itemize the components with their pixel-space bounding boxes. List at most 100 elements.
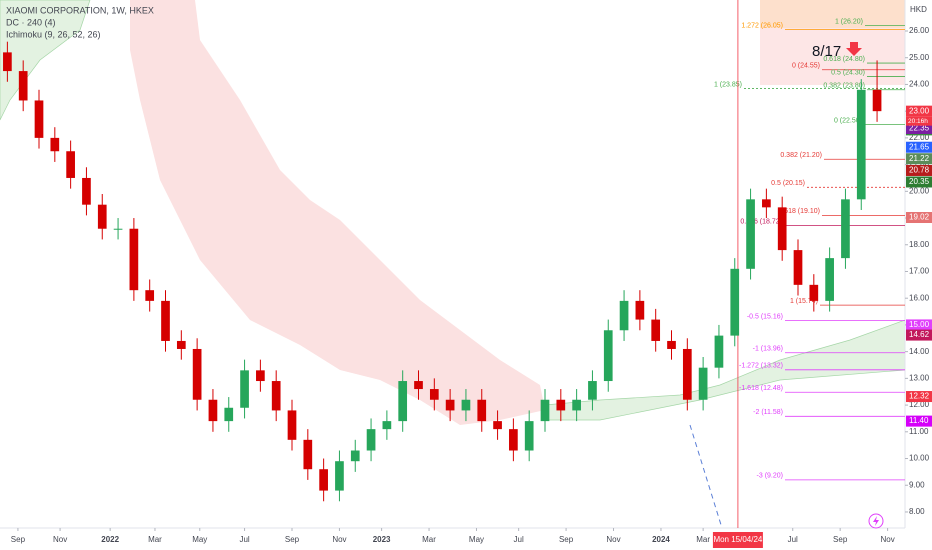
cursor-badge [712,532,763,548]
fib-label: 0 (24.55) [792,63,820,70]
flash-icon [873,516,879,526]
flash-icon [868,513,884,529]
y-tick-label: 20.00 [909,186,930,195]
x-tick-label: 2023 [373,535,391,544]
candle-body [509,429,518,451]
price-badge [906,212,932,224]
price-badge [906,153,932,165]
candle-body [793,250,803,285]
price-badge-label: 20.78 [909,166,930,175]
y-tick-label: 8.00 [909,507,925,516]
candle-body [762,199,771,208]
fib-label: -1.272 (13.32) [739,363,783,370]
title: XIAOMI CORPORATION, 1W, HKEX [6,5,154,15]
candle-body [161,300,170,341]
price-badge-label: 19.02 [909,213,930,222]
candle-body [429,389,439,400]
fib-label: 1 (23.85) [714,81,742,88]
candle-body [192,348,202,400]
x-tick-label: Nov [606,535,620,544]
y-tick-label: 22.00 [909,133,930,142]
y-tick-label: 11.00 [909,427,929,436]
candle-body [872,89,882,112]
arrow-icon [846,42,862,56]
fib-label: 0.618 (24.80) [823,56,865,63]
candle-body [82,177,91,205]
price-badge-label: 21.22 [909,154,930,163]
fib-label: 0.382 (21.20) [780,152,822,159]
candle-body [335,461,344,491]
candle-body [414,381,423,390]
candle-body [588,381,597,400]
candle-body [113,228,123,230]
price-badge [906,415,932,427]
x-tick-label: Nov [880,535,894,544]
y-tick-label: 14.00 [909,347,930,356]
price-badge-label: 14.62 [909,330,930,339]
candle-body [746,199,755,269]
fib-label: 1.272 (26.05) [741,23,783,30]
candle-body [303,439,313,470]
price-badge-label: 12.32 [909,392,930,401]
candle-body [856,89,866,200]
price-badge-label: 23.00 [909,106,930,115]
price-badge-label: 15.00 [909,320,930,329]
candle-body [556,399,566,411]
candle-body [540,399,550,422]
candle-body [714,335,724,368]
candle-body [34,100,44,138]
candle-body [350,450,360,462]
candle-body [256,370,265,382]
y-tick-label: 9.00 [909,480,925,489]
x-tick-label: Sep [11,535,26,544]
fib-label: 0.5 (20.15) [771,180,805,187]
price-badge-label: 11.40 [909,416,929,425]
candle-body [777,207,787,251]
candle-body [398,381,408,422]
price-badge [906,176,932,188]
currency: HKD [910,5,927,14]
y-tick-label: 26.00 [909,26,930,35]
candle-body [493,421,502,430]
candle-body [224,407,234,422]
candle-body [240,370,249,408]
candle-body [841,199,850,259]
indicator: DC · 240 (4) [6,17,56,27]
fib-label: 0.5 (24.30) [831,69,865,76]
candle-body [50,137,60,152]
candle-body [18,71,28,101]
y-tick-label: 17.00 [909,267,930,276]
candle-body [809,284,819,301]
candle-body [461,399,471,411]
annotation: 8/17 [812,43,841,60]
candle-body [3,52,12,72]
indicator: Ichimoku (9, 26, 52, 26) [6,29,101,39]
y-tick-label: 13.00 [909,373,930,382]
x-tick-label: May [469,535,484,544]
candle-body [271,381,281,411]
candle-body [667,340,676,349]
y-tick-label: 10.00 [909,454,930,463]
candle-body [603,330,613,382]
candle-body [382,421,392,430]
y-tick-label: 16.00 [909,293,930,302]
y-tick-label: 12.00 [909,400,930,409]
candle-body [445,399,455,411]
x-tick-label: Mar [422,535,436,544]
price-badge [906,164,932,176]
fib-label: 1 (26.20) [835,18,863,25]
y-tick-label: 25.00 [909,53,930,62]
x-tick-label: Nov [332,535,346,544]
candle-body [572,399,581,411]
candle-body [366,429,376,451]
candle-body [635,300,645,320]
candle-body [97,204,107,229]
price-badge [906,329,932,341]
price-badge [906,319,932,331]
candle-body [682,348,692,400]
fib-label: 0.382 (23.80) [823,83,865,90]
price-badge [906,391,932,403]
price-badge-label: 21.65 [909,142,930,151]
price-badge-label: 22.35 [909,124,930,133]
